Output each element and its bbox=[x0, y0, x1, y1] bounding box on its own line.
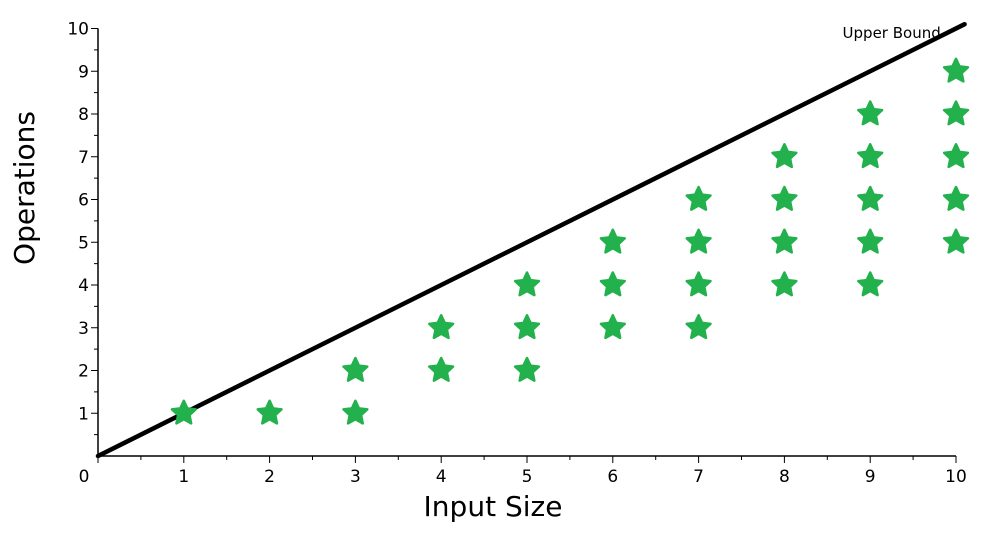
x-tick-label: 8 bbox=[779, 467, 790, 487]
data-point-star bbox=[942, 100, 970, 126]
data-point-star bbox=[428, 314, 455, 340]
y-tick-label: 2 bbox=[78, 362, 89, 382]
data-point-star bbox=[428, 356, 455, 382]
data-points bbox=[170, 57, 970, 425]
data-point-star bbox=[599, 228, 626, 254]
data-point-star bbox=[857, 143, 884, 169]
x-tick-label: 10 bbox=[945, 467, 967, 487]
data-point-star bbox=[771, 143, 798, 169]
y-tick-label: 10 bbox=[67, 20, 89, 40]
y-ticks: 1 2 3 4 5 6 7 8 9 10 bbox=[67, 20, 98, 436]
x-tick-label: 6 bbox=[607, 467, 618, 487]
data-point-star bbox=[685, 271, 712, 297]
data-point-star bbox=[599, 314, 626, 340]
y-tick-label: 6 bbox=[78, 191, 89, 211]
y-tick-label: 1 bbox=[78, 404, 89, 424]
data-point-star bbox=[599, 271, 626, 297]
x-tick-label: 2 bbox=[264, 467, 275, 487]
data-point-star bbox=[942, 57, 970, 83]
x-ticks: 0 1 2 3 4 5 6 7 8 9 10 bbox=[79, 456, 967, 487]
data-point-star bbox=[942, 185, 970, 211]
data-point-star bbox=[685, 314, 712, 340]
x-tick-label: 3 bbox=[350, 467, 361, 487]
data-point-star bbox=[857, 228, 884, 254]
y-axis-title: Operations bbox=[8, 111, 41, 265]
data-point-star bbox=[942, 228, 970, 254]
data-point-star bbox=[771, 271, 798, 297]
data-point-star bbox=[342, 399, 369, 425]
data-point-star bbox=[513, 356, 541, 382]
x-tick-label: 1 bbox=[178, 467, 189, 487]
y-tick-label: 4 bbox=[78, 276, 89, 296]
y-tick-label: 5 bbox=[78, 233, 89, 253]
data-point-star bbox=[857, 185, 884, 211]
upper-bound-lines bbox=[95, 21, 967, 459]
annotations: Upper Bound bbox=[843, 24, 941, 42]
x-tick-label: 9 bbox=[865, 467, 876, 487]
data-point-star bbox=[170, 399, 197, 425]
data-point-star bbox=[942, 143, 970, 169]
y-tick-label: 8 bbox=[78, 105, 89, 125]
upper-bound-label: Upper Bound bbox=[843, 24, 941, 42]
x-axis-title: Input Size bbox=[424, 490, 563, 523]
data-point-star bbox=[857, 271, 884, 297]
x-tick-label: 7 bbox=[693, 467, 704, 487]
x-tick-label: 0 bbox=[79, 467, 90, 487]
x-tick-label: 5 bbox=[522, 467, 533, 487]
data-point-star bbox=[771, 228, 798, 254]
y-tick-label: 3 bbox=[78, 319, 89, 339]
data-point-star bbox=[513, 271, 541, 297]
data-point-star bbox=[685, 185, 712, 211]
data-point-star bbox=[685, 228, 712, 254]
upper-bound-line bbox=[95, 21, 967, 459]
y-tick-label: 7 bbox=[78, 148, 89, 168]
data-point-star bbox=[256, 399, 283, 425]
x-tick-label: 4 bbox=[436, 467, 447, 487]
data-point-star bbox=[857, 100, 884, 126]
data-point-star bbox=[771, 185, 798, 211]
data-point-star bbox=[513, 314, 541, 340]
y-tick-label: 9 bbox=[78, 62, 89, 82]
data-point-star bbox=[342, 356, 369, 382]
